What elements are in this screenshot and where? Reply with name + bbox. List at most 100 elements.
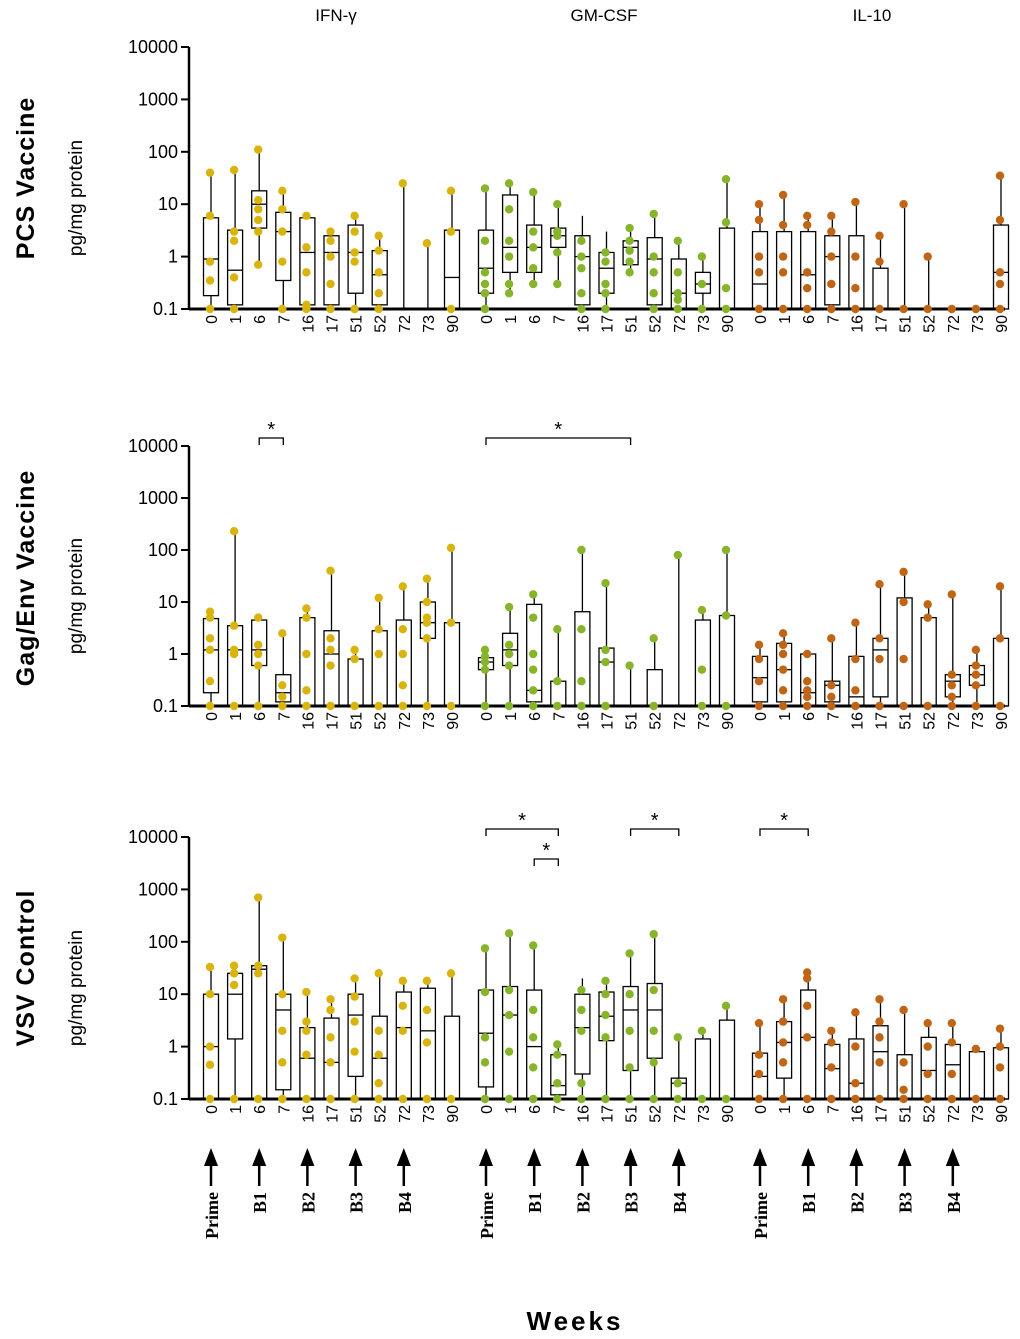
week-label: 1 bbox=[777, 712, 794, 721]
data-point bbox=[504, 602, 514, 612]
data-point bbox=[326, 566, 335, 575]
data-point bbox=[754, 676, 764, 686]
data-point bbox=[229, 1094, 239, 1104]
data-point bbox=[778, 686, 788, 695]
data-point bbox=[947, 1069, 956, 1079]
data-point bbox=[778, 1058, 788, 1067]
data-point bbox=[803, 1033, 812, 1042]
data-point bbox=[875, 1058, 884, 1067]
box bbox=[501, 194, 519, 274]
data-point bbox=[278, 227, 287, 236]
week-label: 72 bbox=[672, 1105, 689, 1123]
boost-arrow-head bbox=[204, 1148, 218, 1166]
y-tick-label: 1 bbox=[168, 247, 178, 267]
week-label: 17 bbox=[325, 315, 342, 333]
week-label: 90 bbox=[720, 1105, 737, 1123]
data-point bbox=[721, 611, 731, 620]
data-point bbox=[601, 304, 610, 314]
data-point bbox=[205, 607, 215, 616]
data-point bbox=[446, 543, 456, 553]
data-point bbox=[947, 1018, 956, 1028]
data-point bbox=[754, 1094, 764, 1104]
data-point bbox=[374, 701, 383, 711]
data-point bbox=[350, 974, 359, 983]
week-label: 73 bbox=[970, 315, 987, 333]
week-label: 0 bbox=[479, 1105, 496, 1114]
data-point bbox=[480, 184, 490, 193]
data-point bbox=[278, 257, 287, 266]
data-point bbox=[302, 686, 311, 695]
data-point bbox=[350, 257, 359, 266]
data-point bbox=[374, 289, 383, 298]
boost-label: B4 bbox=[944, 1192, 964, 1213]
data-point bbox=[229, 236, 239, 246]
data-point bbox=[875, 995, 884, 1004]
boost-arrow-head bbox=[527, 1148, 542, 1166]
box bbox=[226, 625, 244, 707]
data-point bbox=[326, 1033, 335, 1042]
data-point bbox=[971, 681, 981, 690]
data-point bbox=[529, 1033, 538, 1042]
data-point bbox=[278, 205, 287, 214]
data-point bbox=[851, 1042, 860, 1051]
data-point bbox=[229, 227, 239, 236]
data-point bbox=[827, 1026, 836, 1036]
data-point bbox=[754, 215, 764, 225]
boost-label: B1 bbox=[250, 1192, 270, 1213]
data-point bbox=[778, 1038, 788, 1047]
data-point bbox=[827, 211, 836, 221]
data-point bbox=[350, 992, 359, 1001]
week-label: 72 bbox=[672, 315, 689, 333]
data-point bbox=[302, 211, 311, 221]
data-point bbox=[446, 1094, 456, 1104]
data-point bbox=[803, 692, 812, 702]
data-point bbox=[529, 187, 538, 197]
data-point bbox=[480, 701, 490, 711]
data-point bbox=[422, 1038, 432, 1047]
week-label: 52 bbox=[373, 315, 390, 333]
box bbox=[775, 1020, 793, 1079]
data-point bbox=[553, 701, 562, 711]
data-point bbox=[374, 1094, 383, 1104]
boost-label: B3 bbox=[622, 1192, 642, 1213]
week-label: 16 bbox=[849, 712, 866, 730]
data-point bbox=[803, 974, 812, 983]
column-titles: IFN-γ GM-CSF IL-10 bbox=[315, 6, 891, 25]
week-label: 6 bbox=[252, 712, 269, 721]
data-point bbox=[995, 215, 1005, 225]
data-point bbox=[326, 279, 335, 289]
data-point bbox=[326, 661, 335, 670]
data-point bbox=[504, 205, 514, 214]
data-point bbox=[480, 944, 490, 953]
data-point bbox=[947, 681, 956, 690]
week-label: 52 bbox=[922, 712, 939, 730]
boost-arrow-head bbox=[348, 1148, 363, 1166]
week-label: 73 bbox=[970, 1105, 987, 1123]
data-point bbox=[947, 1094, 956, 1104]
week-label: 51 bbox=[898, 712, 915, 730]
significance-bracket bbox=[759, 828, 809, 836]
data-point bbox=[529, 264, 538, 273]
week-label: 1 bbox=[228, 1105, 245, 1114]
week-label: 0 bbox=[204, 712, 221, 721]
data-point bbox=[995, 279, 1005, 289]
data-point bbox=[803, 968, 812, 977]
boost-markers: Prime B1 B2 B3 B4 Prime B1 B2 B3 B4 Prime B1 B2 B3 B4 bbox=[202, 1148, 964, 1239]
data-point bbox=[480, 1033, 490, 1042]
data-point bbox=[577, 304, 586, 314]
data-point bbox=[553, 200, 562, 209]
data-point bbox=[754, 268, 764, 277]
boost-arrow-head bbox=[479, 1148, 493, 1166]
row-labels: PCS Vaccine Gag/Env Vaccine VSV Control bbox=[12, 97, 40, 1047]
week-label: 17 bbox=[600, 315, 617, 333]
data-point bbox=[697, 605, 707, 615]
data-point bbox=[422, 597, 432, 607]
box bbox=[872, 637, 889, 698]
week-label: 0 bbox=[479, 712, 496, 721]
week-label: 51 bbox=[349, 315, 366, 333]
row-label-vsv: VSV Control bbox=[12, 890, 40, 1047]
data-point bbox=[923, 600, 932, 609]
data-point bbox=[875, 579, 884, 589]
data-point bbox=[995, 1063, 1005, 1072]
data-point bbox=[995, 171, 1005, 180]
